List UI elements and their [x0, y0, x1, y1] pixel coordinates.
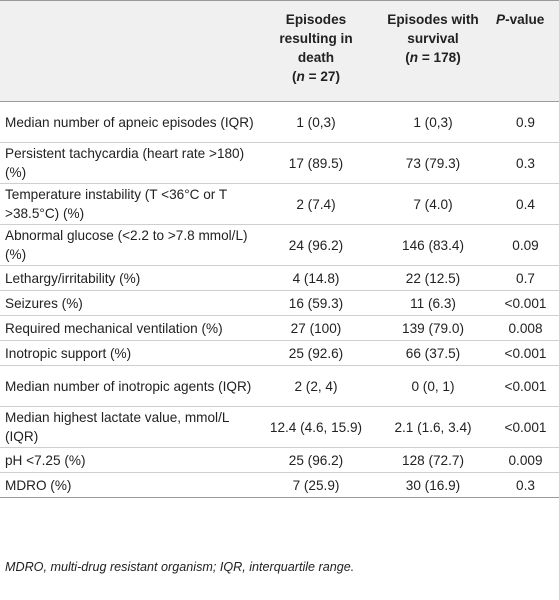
- row-label: Median number of inotropic agents (IQR): [0, 365, 258, 407]
- row-label: Abnormal glucose (<2.2 to >7.8 mmol/L) (…: [0, 224, 258, 266]
- table-row: Median number of apneic episodes (IQR) 1 …: [0, 101, 559, 143]
- header-p-value: P-value: [492, 0, 559, 102]
- cell-survival: 128 (72.7): [374, 447, 492, 473]
- row-label: Lethargy/irritability (%): [0, 265, 258, 291]
- cell-survival: 66 (37.5): [374, 340, 492, 366]
- cell-survival: 30 (16.9): [374, 472, 492, 498]
- row-label: Seizures (%): [0, 290, 258, 316]
- cell-survival: 2.1 (1.6, 3.4): [374, 406, 492, 448]
- table-row: MDRO (%) 7 (25.9) 30 (16.9) 0.3: [0, 472, 559, 498]
- table-row: Lethargy/irritability (%) 4 (14.8) 22 (12.…: [0, 265, 559, 291]
- table-row: Persistent tachycardia (heart rate >180)…: [0, 142, 559, 184]
- results-table: Episodes resulting in death (n = 27) Epi…: [0, 0, 559, 498]
- header-row: Episodes resulting in death (n = 27) Epi…: [0, 0, 559, 102]
- table-row: Abnormal glucose (<2.2 to >7.8 mmol/L) (…: [0, 224, 559, 266]
- cell-death: 27 (100): [258, 315, 374, 341]
- table-row: Inotropic support (%) 25 (92.6) 66 (37.5) <…: [0, 340, 559, 366]
- row-label: Median highest lactate value, mmol/L (IQ…: [0, 406, 258, 448]
- cell-p-value: <0.001: [492, 365, 559, 407]
- row-label: pH <7.25 (%): [0, 447, 258, 473]
- cell-death: 24 (96.2): [258, 224, 374, 266]
- cell-death: 12.4 (4.6, 15.9): [258, 406, 374, 448]
- row-label: Median number of apneic episodes (IQR): [0, 101, 258, 143]
- header-variable: [0, 0, 258, 102]
- cell-death: 2 (7.4): [258, 183, 374, 225]
- table-body: Median number of apneic episodes (IQR) 1 …: [0, 101, 559, 498]
- header-survival: Episodes with survival (n = 178): [374, 0, 492, 102]
- table-row: pH <7.25 (%) 25 (96.2) 128 (72.7) 0.009: [0, 447, 559, 473]
- cell-survival: 139 (79.0): [374, 315, 492, 341]
- header-survival-n: (n = 178): [405, 50, 461, 65]
- cell-death: 17 (89.5): [258, 142, 374, 184]
- row-label: MDRO (%): [0, 472, 258, 498]
- cell-survival: 22 (12.5): [374, 265, 492, 291]
- table-row: Required mechanical ventilation (%) 27 (1…: [0, 315, 559, 341]
- table-row: Median highest lactate value, mmol/L (IQ…: [0, 406, 559, 448]
- cell-p-value: 0.09: [492, 224, 559, 266]
- cell-death: 25 (92.6): [258, 340, 374, 366]
- cell-death: 7 (25.9): [258, 472, 374, 498]
- cell-p-value: <0.001: [492, 340, 559, 366]
- header-death-n: (n = 27): [292, 69, 340, 84]
- table-row: Seizures (%) 16 (59.3) 11 (6.3) <0.001: [0, 290, 559, 316]
- cell-p-value: 0.7: [492, 265, 559, 291]
- header-death: Episodes resulting in death (n = 27): [258, 0, 374, 102]
- cell-p-value: 0.3: [492, 142, 559, 184]
- cell-survival: 7 (4.0): [374, 183, 492, 225]
- table-row: Temperature instability (T <36°C or T >3…: [0, 183, 559, 225]
- cell-survival: 0 (0, 1): [374, 365, 492, 407]
- cell-death: 25 (96.2): [258, 447, 374, 473]
- row-label: Persistent tachycardia (heart rate >180)…: [0, 142, 258, 184]
- cell-p-value: <0.001: [492, 290, 559, 316]
- table-footnote: MDRO, multi-drug resistant organism; IQR…: [5, 560, 355, 574]
- row-label: Required mechanical ventilation (%): [0, 315, 258, 341]
- cell-death: 1 (0,3): [258, 101, 374, 143]
- cell-survival: 11 (6.3): [374, 290, 492, 316]
- row-label: Temperature instability (T <36°C or T >3…: [0, 183, 258, 225]
- cell-p-value: 0.4: [492, 183, 559, 225]
- cell-p-value: 0.008: [492, 315, 559, 341]
- cell-death: 16 (59.3): [258, 290, 374, 316]
- cell-death: 4 (14.8): [258, 265, 374, 291]
- table-row: Median number of inotropic agents (IQR) 2…: [0, 365, 559, 407]
- cell-survival: 73 (79.3): [374, 142, 492, 184]
- cell-p-value: <0.001: [492, 406, 559, 448]
- cell-p-value: 0.3: [492, 472, 559, 498]
- cell-survival: 146 (83.4): [374, 224, 492, 266]
- cell-p-value: 0.9: [492, 101, 559, 143]
- cell-p-value: 0.009: [492, 447, 559, 473]
- row-label: Inotropic support (%): [0, 340, 258, 366]
- cell-death: 2 (2, 4): [258, 365, 374, 407]
- cell-survival: 1 (0,3): [374, 101, 492, 143]
